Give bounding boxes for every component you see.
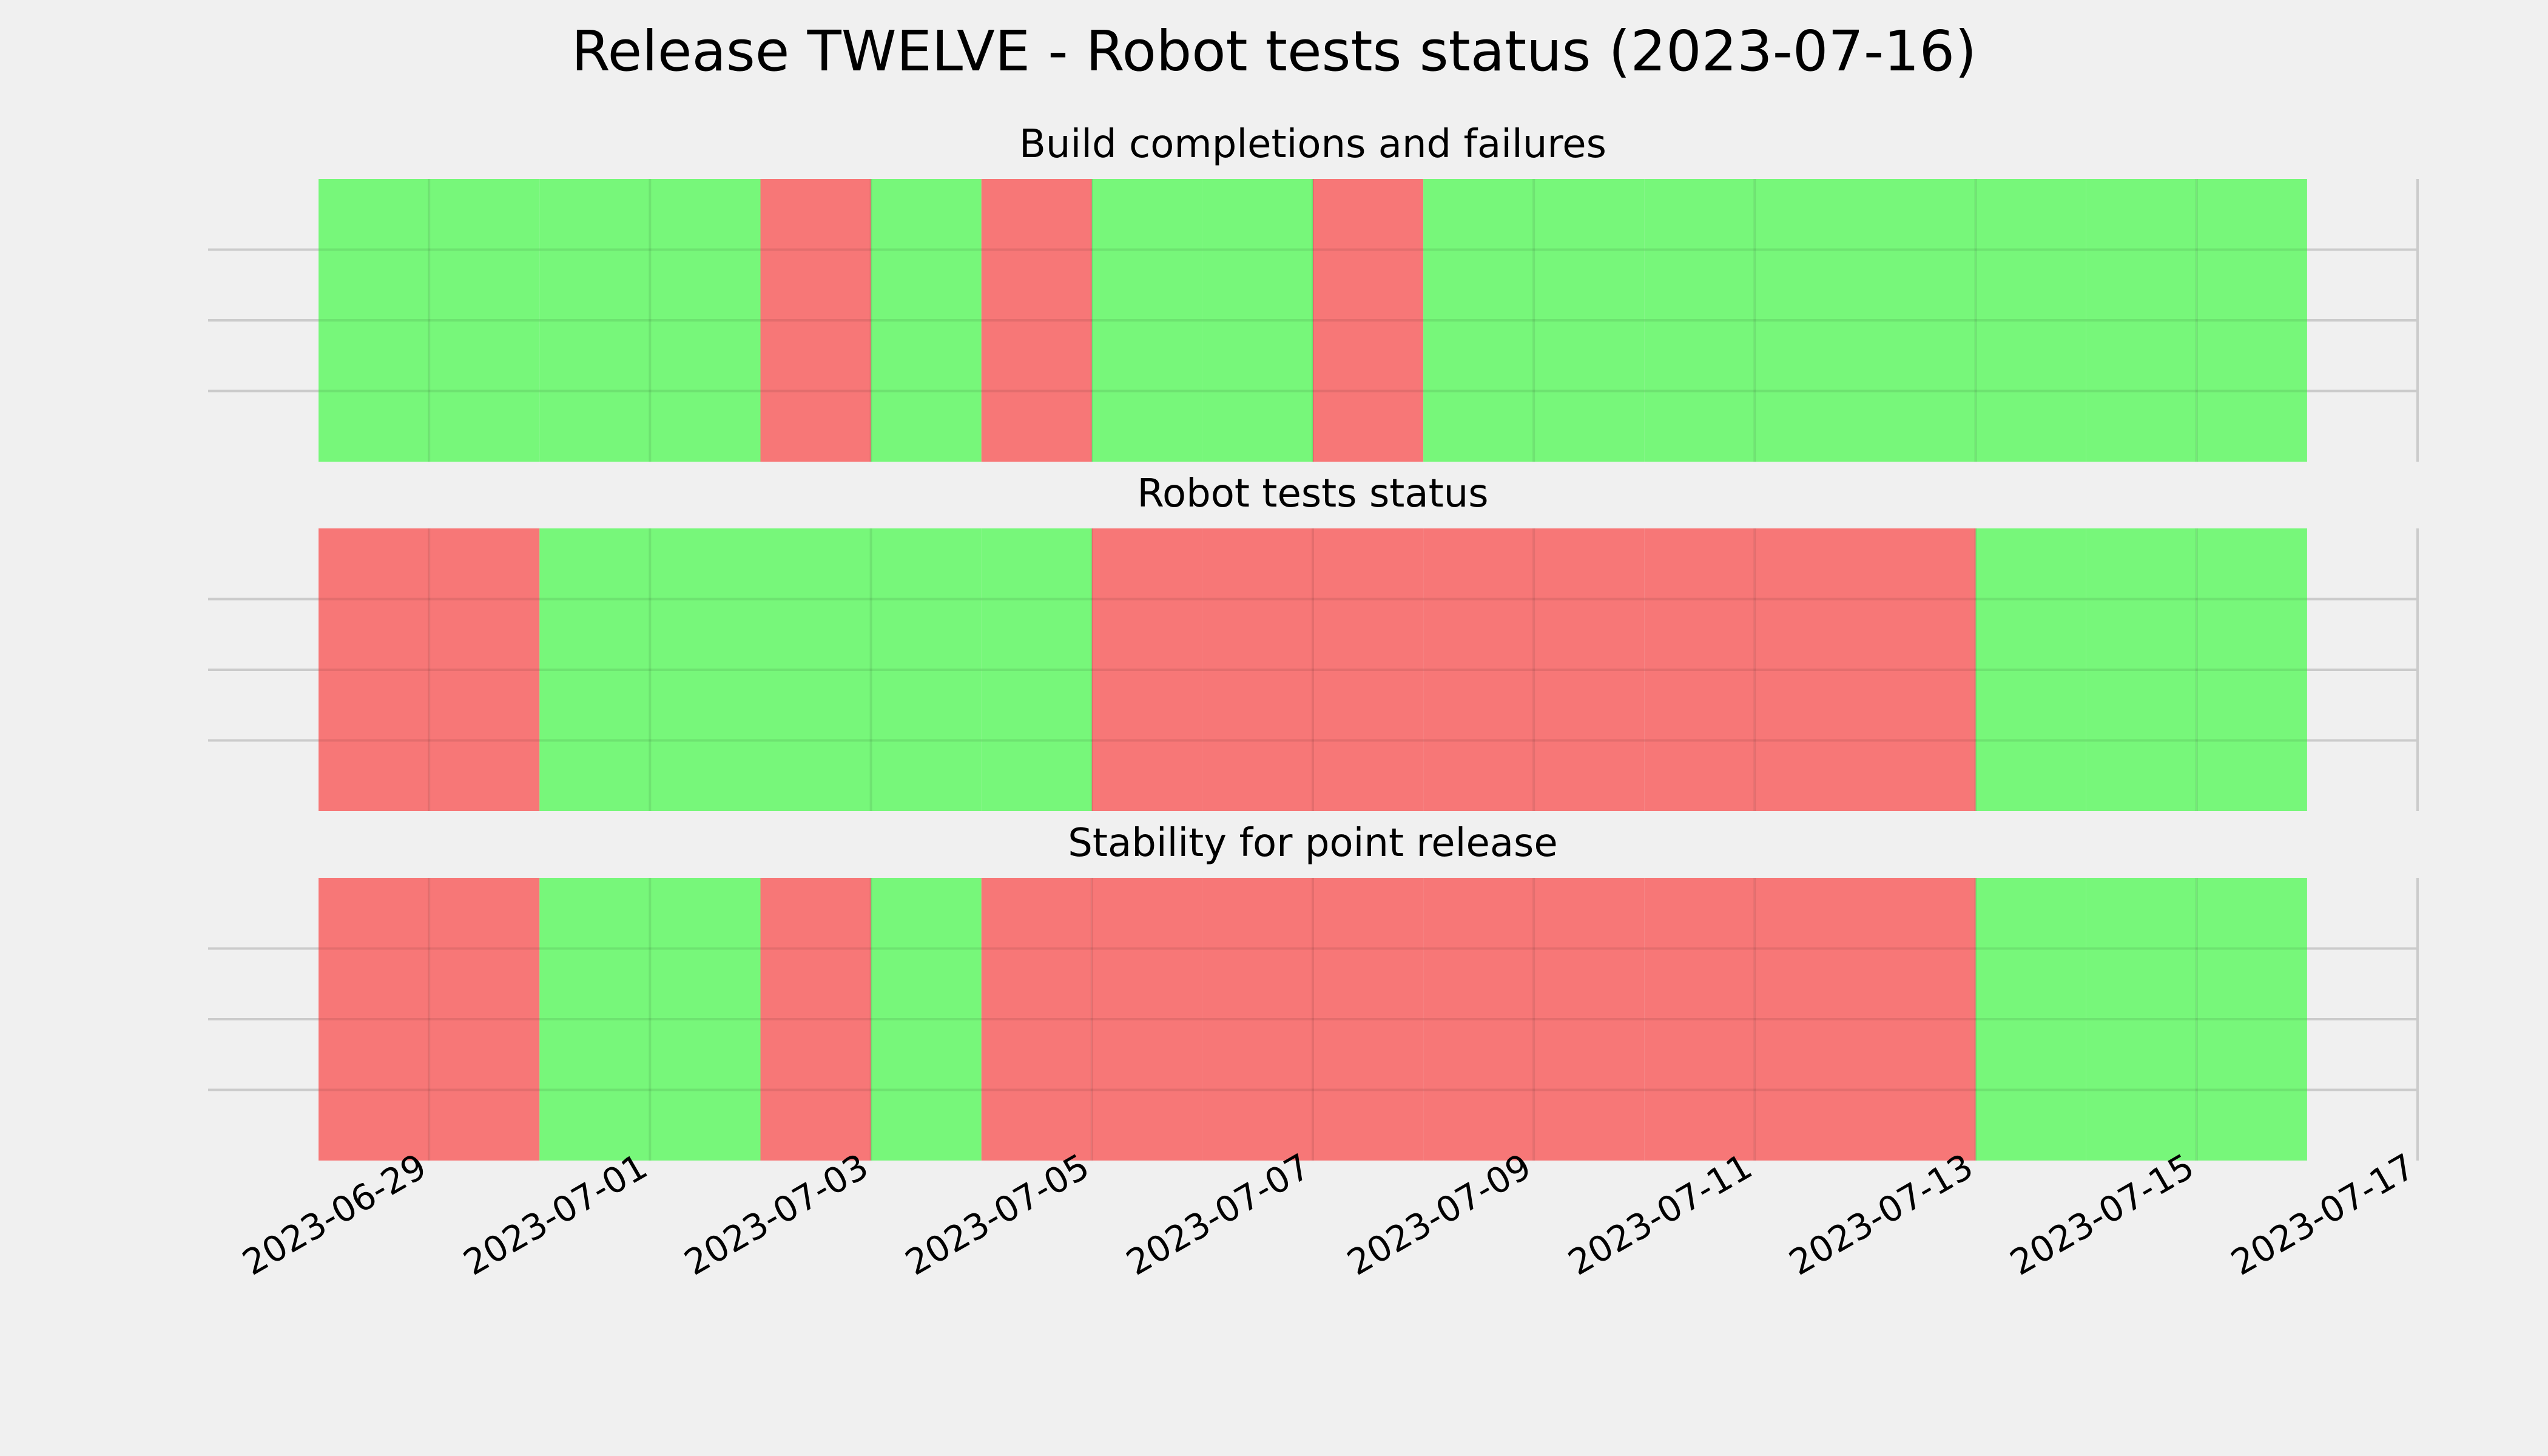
status-bar-pass — [650, 179, 761, 462]
status-bar-fail — [1423, 528, 1534, 811]
status-bar-fail — [1644, 878, 1755, 1161]
status-bar-pass — [1975, 878, 2086, 1161]
chart-title: Release TWELVE - Robot tests status (202… — [571, 19, 1977, 84]
status-bar-pass — [2086, 179, 2197, 462]
panel-title: Build completions and failures — [1019, 122, 1606, 167]
status-bar-fail — [760, 179, 871, 462]
status-bar-pass — [760, 528, 871, 811]
status-bar-pass — [1423, 179, 1534, 462]
status-bar-fail — [760, 878, 871, 1161]
panel-2: Robot tests status — [208, 471, 2419, 811]
panel-title: Robot tests status — [1137, 471, 1488, 516]
panel-title: Stability for point release — [1068, 821, 1558, 866]
status-bar-fail — [1091, 878, 1202, 1161]
status-bar-fail — [1313, 179, 1424, 462]
status-bar-pass — [1975, 179, 2086, 462]
status-bar-pass — [1534, 179, 1645, 462]
status-bar-pass — [539, 878, 650, 1161]
status-bar-pass — [2196, 878, 2307, 1161]
status-bar-pass — [1754, 179, 1866, 462]
status-bar-pass — [2086, 528, 2197, 811]
status-bar-pass — [650, 878, 761, 1161]
status-bar-pass — [1202, 179, 1313, 462]
status-bar-fail — [1865, 528, 1976, 811]
status-bar-fail — [1534, 528, 1645, 811]
status-bar-fail — [1313, 528, 1424, 811]
status-bar-fail — [318, 528, 430, 811]
status-bar-fail — [981, 878, 1092, 1161]
status-bar-pass — [650, 528, 761, 811]
status-bar-pass — [981, 528, 1092, 811]
status-bar-fail — [1423, 878, 1534, 1161]
status-bar-fail — [318, 878, 430, 1161]
status-bar-pass — [539, 528, 650, 811]
panel-3: Stability for point release — [208, 821, 2419, 1161]
status-bar-fail — [1202, 878, 1313, 1161]
panel-1: Build completions and failures — [208, 122, 2419, 462]
status-bar-fail — [1754, 528, 1866, 811]
status-bar-pass — [871, 528, 982, 811]
status-bar-fail — [1202, 528, 1313, 811]
status-bar-pass — [2086, 878, 2197, 1161]
status-bar-fail — [429, 528, 540, 811]
status-bar-pass — [871, 878, 982, 1161]
status-bar-pass — [2196, 179, 2307, 462]
status-bar-fail — [1644, 528, 1755, 811]
status-bar-pass — [1975, 528, 2086, 811]
status-bar-fail — [429, 878, 540, 1161]
status-bar-fail — [1091, 528, 1202, 811]
status-bar-pass — [318, 179, 430, 462]
status-bar-fail — [1865, 878, 1976, 1161]
status-bar-fail — [1313, 878, 1424, 1161]
status-bar-fail — [981, 179, 1092, 462]
status-bar-pass — [2196, 528, 2307, 811]
status-bar-fail — [1534, 878, 1645, 1161]
status-bar-pass — [1091, 179, 1202, 462]
status-bar-pass — [871, 179, 982, 462]
status-bar-pass — [1644, 179, 1755, 462]
status-bar-pass — [429, 179, 540, 462]
chart-panels: Build completions and failures Robot test… — [208, 122, 2419, 1161]
status-bar-fail — [1754, 878, 1866, 1161]
status-bar-pass — [539, 179, 650, 462]
status-bar-pass — [1865, 179, 1976, 462]
